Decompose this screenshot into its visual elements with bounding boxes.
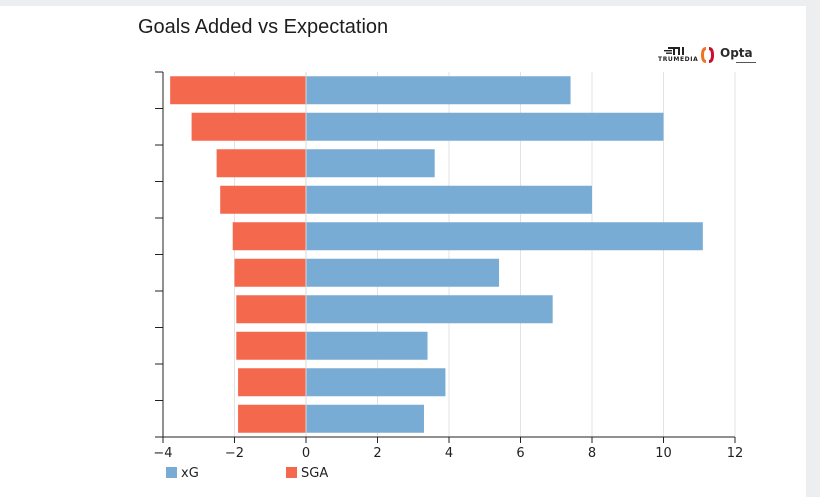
x-tick-label-3: 2 — [373, 446, 381, 461]
bar-xg-1 — [306, 112, 664, 141]
logo-area: TRUMEDIA Opta — [658, 44, 758, 68]
x-tick-label-0: −4 — [153, 446, 172, 461]
trumedia-logo-icon — [664, 47, 756, 63]
x-tick-label-4: 4 — [445, 446, 453, 461]
bar-sga-8 — [238, 368, 306, 397]
bar-xg-0 — [306, 76, 571, 105]
bar-sga-5 — [234, 258, 306, 287]
legend-label-sga: SGA — [301, 466, 328, 481]
axes: −4 −2 0 2 4 6 8 10 12 — [153, 71, 744, 461]
bar-sga-7 — [236, 331, 306, 360]
bar-sga-2 — [216, 149, 306, 178]
bar-xg-2 — [306, 149, 435, 178]
legend-swatch-xg — [166, 467, 177, 478]
bar-sga-3 — [220, 185, 306, 214]
bar-sga-1 — [191, 112, 306, 141]
bar-xg-4 — [306, 222, 703, 251]
x-tick-label-6: 8 — [588, 446, 596, 461]
bar-xg-3 — [306, 185, 592, 214]
x-tick-label-5: 6 — [516, 446, 524, 461]
legend-swatch-sga — [286, 467, 297, 478]
bar-xg-8 — [306, 368, 446, 397]
bar-sga-6 — [236, 295, 306, 324]
opta-wordmark: Opta — [720, 46, 753, 60]
chart-title: Goals Added vs Expectation — [138, 16, 389, 38]
x-tick-label-1: −2 — [225, 446, 244, 461]
bar-sga-0 — [170, 76, 306, 105]
x-tick-label-8: 12 — [727, 446, 744, 461]
bar-sga-4 — [232, 222, 306, 251]
x-tick-label-7: 10 — [655, 446, 672, 461]
bar-xg-9 — [306, 404, 424, 433]
bar-sga-9 — [238, 404, 306, 433]
bar-xg-7 — [306, 331, 428, 360]
trumedia-wordmark: TRUMEDIA — [658, 56, 699, 63]
legend: xG SGA — [166, 466, 328, 481]
bars — [170, 76, 703, 433]
bar-xg-6 — [306, 295, 553, 324]
bar-xg-5 — [306, 258, 500, 287]
legend-label-xg: xG — [181, 466, 199, 481]
x-tick-label-2: 0 — [302, 446, 310, 461]
